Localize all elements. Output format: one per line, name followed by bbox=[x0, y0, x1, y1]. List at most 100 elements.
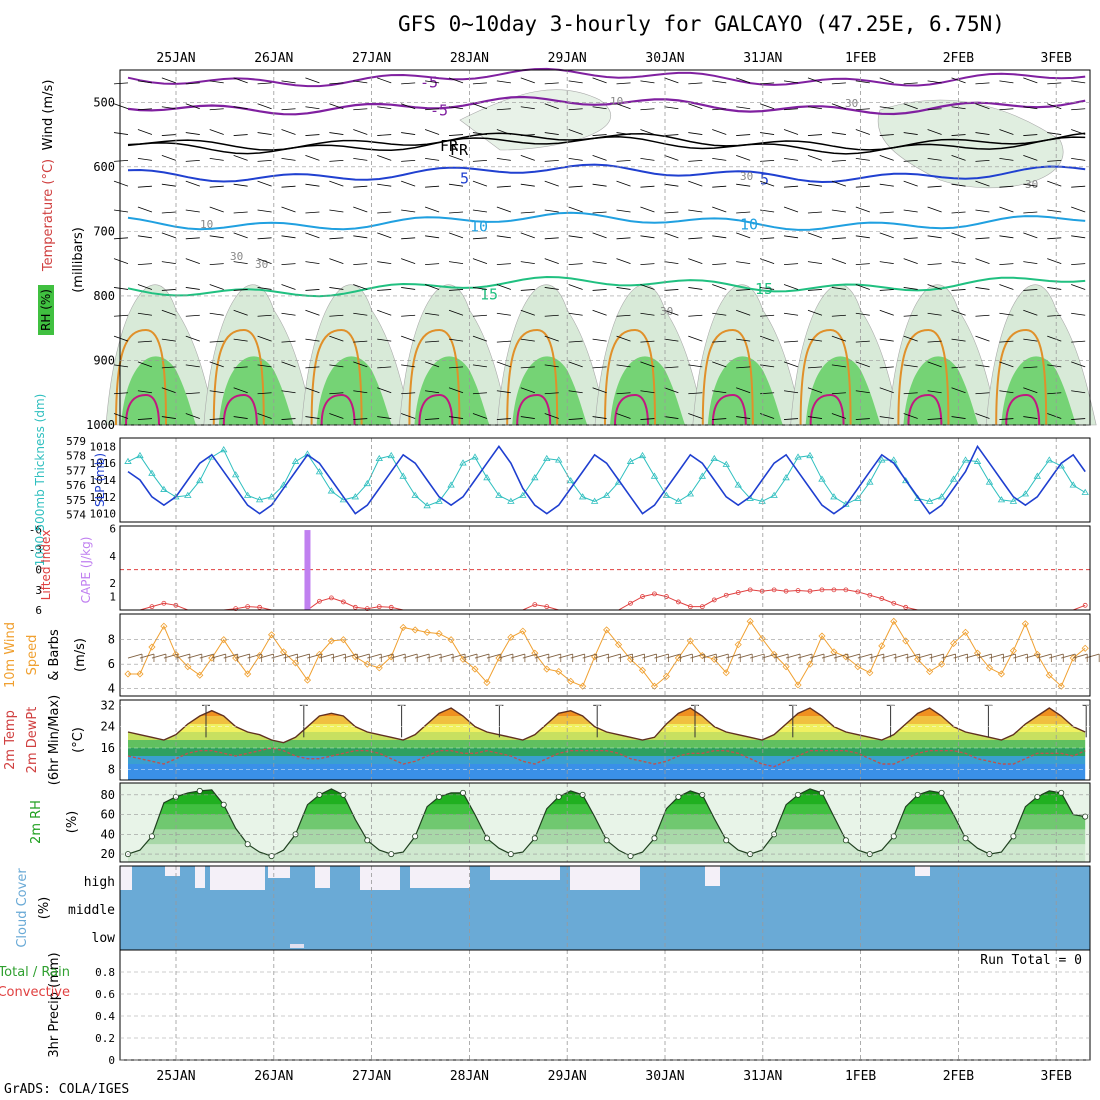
wind-barb bbox=[999, 418, 1014, 420]
thickness-point bbox=[937, 493, 946, 500]
lifted-index-point bbox=[628, 600, 633, 606]
isotherm-line bbox=[711, 393, 747, 426]
surface-wind-barb bbox=[534, 653, 549, 659]
surface-wind-barb bbox=[139, 653, 155, 659]
wind-barb bbox=[401, 287, 416, 290]
lifted-index-point bbox=[747, 587, 753, 593]
wind-barb bbox=[209, 361, 224, 368]
wind-barb bbox=[161, 211, 176, 214]
wind-barb bbox=[927, 206, 942, 213]
pressure-tick-900: 900 bbox=[93, 353, 115, 367]
panel-frame-temp bbox=[119, 699, 1091, 781]
wind-barb bbox=[927, 418, 942, 420]
wind-speed-point bbox=[806, 660, 814, 668]
thickness-point bbox=[985, 478, 994, 485]
wind-barb bbox=[496, 157, 511, 161]
ylabel-wind10m-c: & Barbs bbox=[47, 629, 62, 681]
wind-barb bbox=[401, 314, 416, 317]
surface-wind-barb bbox=[630, 653, 645, 659]
surface-wind-barb bbox=[977, 653, 992, 659]
wind-speed-point bbox=[614, 641, 623, 649]
wind-barb bbox=[1023, 183, 1038, 187]
cloud-gap bbox=[705, 866, 720, 886]
wind-barb bbox=[1047, 209, 1062, 213]
wind-barb bbox=[544, 132, 559, 135]
credit-text: GrADS: COLA/IGES bbox=[4, 1082, 130, 1097]
wind-barb bbox=[760, 132, 775, 135]
rh-point bbox=[723, 837, 730, 844]
wind-barb bbox=[640, 390, 655, 394]
lifted-index-point bbox=[257, 604, 263, 610]
wind-barb bbox=[113, 103, 129, 110]
wind-barb bbox=[568, 108, 583, 111]
lifted-index-point bbox=[329, 595, 334, 601]
thickness-point bbox=[1069, 481, 1077, 488]
isotherm-line bbox=[799, 328, 852, 426]
wind-speed-point bbox=[1009, 647, 1017, 655]
rh-point bbox=[364, 837, 371, 844]
lifted-index-point bbox=[867, 592, 873, 598]
wind-barb bbox=[161, 338, 176, 342]
wind-barb bbox=[472, 413, 488, 419]
wind-barb bbox=[784, 340, 799, 343]
wind-barb bbox=[281, 361, 296, 368]
wind-barb bbox=[927, 263, 942, 266]
wind-barb bbox=[568, 340, 583, 343]
wind-barb bbox=[472, 392, 487, 395]
temp-tick-16: 16 bbox=[101, 741, 115, 755]
cloud-gap bbox=[268, 866, 290, 878]
wind-barb bbox=[736, 261, 751, 265]
surface-wind-barb bbox=[845, 653, 861, 659]
thickness-point bbox=[578, 493, 587, 500]
isotherm-line bbox=[127, 67, 1086, 88]
wind-barb bbox=[736, 106, 751, 110]
wind-barb bbox=[975, 82, 990, 85]
wind-barb bbox=[401, 132, 416, 135]
temp-band bbox=[128, 740, 1086, 748]
contour-label: 10 bbox=[200, 218, 213, 231]
wind-barb bbox=[784, 185, 799, 188]
thickness-tick-576: 576 bbox=[66, 479, 86, 492]
thickness-tick-574: 574 bbox=[66, 509, 86, 522]
wind-barb bbox=[592, 289, 607, 291]
wind-barb bbox=[233, 387, 248, 394]
wind-barb bbox=[1023, 387, 1038, 394]
wind-barb bbox=[520, 154, 535, 161]
ylabel-temp-unit: (°C) bbox=[71, 727, 86, 753]
wind-barb bbox=[185, 258, 200, 265]
cloud-gap bbox=[195, 866, 205, 888]
pressure-tick-500: 500 bbox=[93, 95, 115, 109]
wind-barb bbox=[353, 263, 368, 266]
cloud-gap bbox=[290, 944, 304, 948]
surface-wind-barb bbox=[833, 653, 849, 659]
wind-barb bbox=[544, 103, 559, 110]
wind-barb bbox=[209, 129, 224, 135]
lifted-index-point bbox=[855, 589, 861, 595]
date-label-top-27JAN: 27JAN bbox=[352, 51, 391, 66]
wind-barb bbox=[185, 103, 200, 110]
thickness-point bbox=[794, 453, 802, 460]
panel-frame-cape bbox=[119, 525, 1091, 611]
cloud-gap bbox=[360, 866, 400, 890]
surface-wind-barb bbox=[283, 653, 298, 659]
thickness-point bbox=[327, 487, 336, 494]
wind-barb bbox=[712, 185, 727, 188]
wind-barb bbox=[999, 390, 1014, 394]
thickness-point bbox=[136, 451, 144, 459]
wind-barb bbox=[472, 103, 488, 110]
contour-label: 10 bbox=[610, 95, 623, 108]
wind-barb bbox=[496, 108, 511, 111]
wind-barb bbox=[353, 185, 368, 188]
wind-barb bbox=[807, 338, 823, 342]
wind-barb bbox=[305, 416, 320, 419]
thickness-point bbox=[1045, 456, 1054, 463]
wind-speed-point bbox=[303, 676, 312, 684]
surface-wind-barb bbox=[941, 653, 956, 659]
li-tick: 0 bbox=[35, 564, 42, 577]
wind-barb bbox=[520, 106, 535, 110]
wind-barb bbox=[233, 416, 248, 419]
rh-point bbox=[483, 835, 490, 842]
ylabel-millibars: (millibars) bbox=[71, 227, 86, 293]
date-label-top-3FEB: 3FEB bbox=[1041, 51, 1072, 66]
isotherm-line bbox=[408, 328, 461, 426]
